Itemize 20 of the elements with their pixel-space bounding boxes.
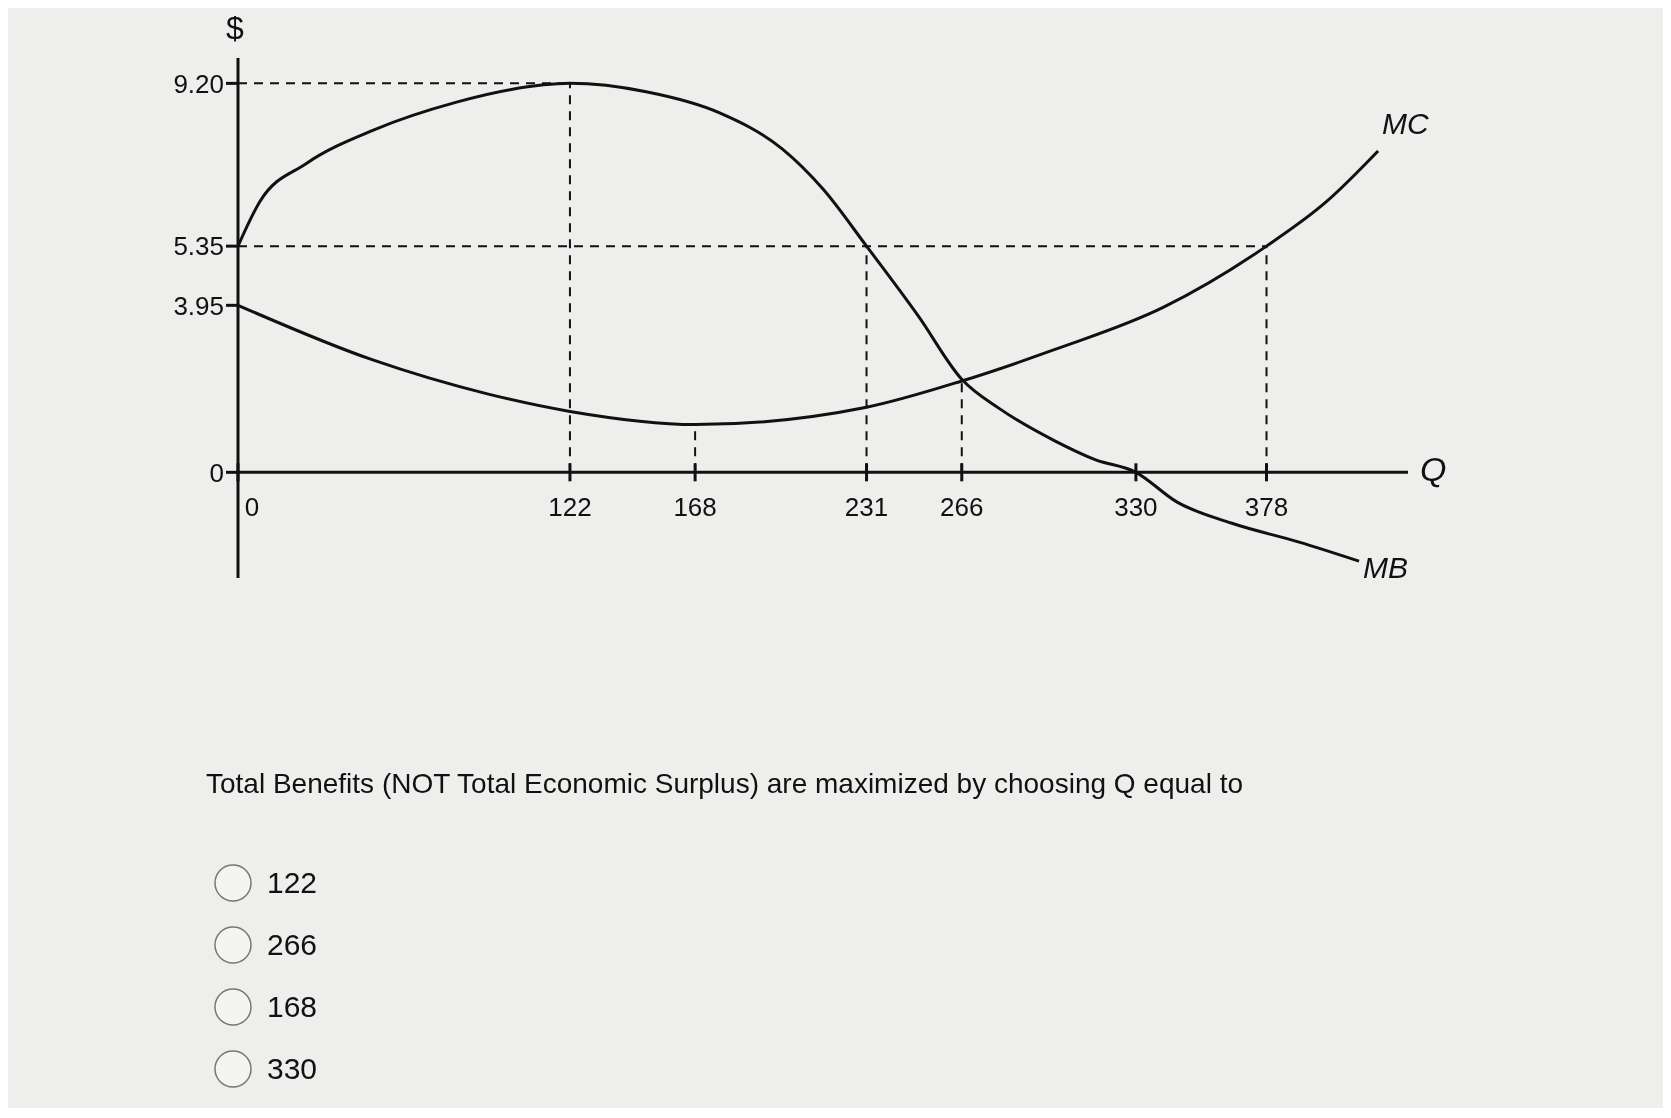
x-tick-label: 231 bbox=[844, 492, 889, 523]
y-tick-label: 5.35 bbox=[173, 231, 224, 262]
x-tick-label: 266 bbox=[940, 492, 984, 523]
text: 168 bbox=[267, 990, 318, 1024]
text: Total Benefits (NOT Total Economic Surplus) are maximized by choosing Q equal to bbox=[206, 768, 1243, 800]
x-tick-label: 122 bbox=[548, 492, 592, 523]
text: 122 bbox=[267, 866, 318, 900]
text: 266 bbox=[267, 928, 318, 962]
text: 330 bbox=[267, 1052, 318, 1086]
y-axis-title: $ bbox=[226, 10, 244, 47]
y-tick-label: 0 bbox=[209, 457, 224, 488]
x-axis-title: Q bbox=[1420, 450, 1447, 490]
y-tick-label: 3.95 bbox=[173, 290, 224, 321]
x-tick-label: 0 bbox=[244, 492, 260, 523]
series-label: MC bbox=[1382, 107, 1429, 141]
x-tick-label: 378 bbox=[1244, 492, 1289, 523]
y-tick-label: 9.20 bbox=[173, 68, 224, 99]
series-label: MB bbox=[1363, 551, 1409, 586]
x-tick-label: 330 bbox=[1114, 492, 1158, 523]
x-tick-label: 168 bbox=[673, 492, 717, 523]
